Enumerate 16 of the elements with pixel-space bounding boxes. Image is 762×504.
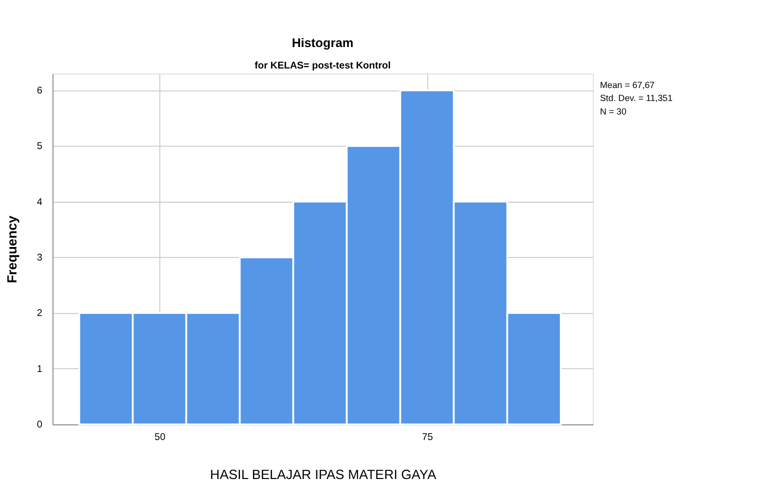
y-tick-label: 1 [36,364,42,375]
text: N = 30 [600,106,626,117]
chart-subtitle: for KELAS= post-test Kontrol [254,60,392,72]
x-tick-label: 50 [154,432,166,443]
text: Mean = 67,67 [600,80,655,90]
y-tick-label: 0 [36,419,43,430]
y-tick-label: 5 [36,141,43,152]
y-tick-label: 6 [36,85,43,96]
chart-title: Histogram [292,36,354,50]
text: Std. Dev. = 11,351 [600,93,673,104]
y-tick-label: 2 [36,308,42,320]
x-axis-title: HASIL BELAJAR IPAS MATERI GAYA [210,467,436,482]
y-tick-label: 4 [36,196,43,208]
y-axis-title: Frequency [4,215,20,284]
y-tick-label: 3 [36,252,43,264]
x-tick-label: 75 [422,432,434,443]
